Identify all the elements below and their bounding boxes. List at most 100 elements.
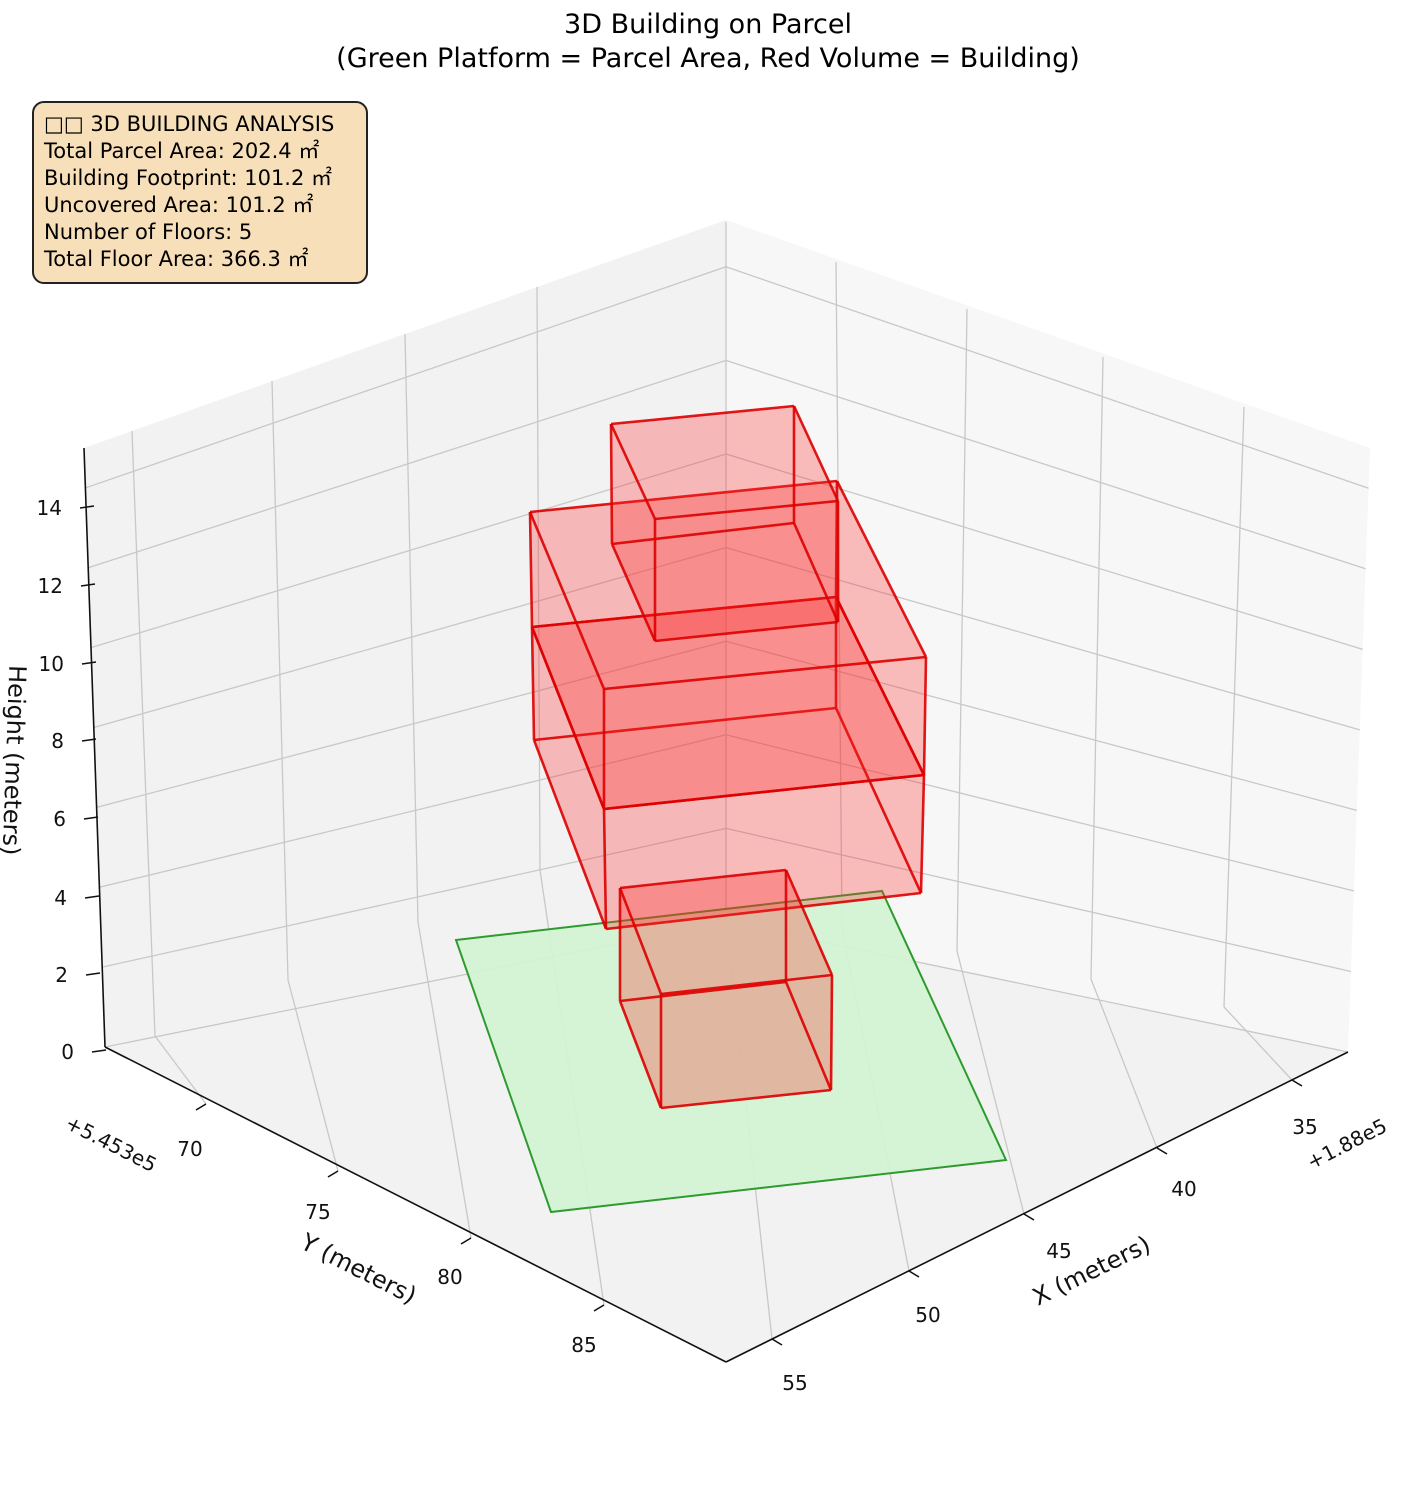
building-block-lower-edge bbox=[530, 626, 536, 741]
x-tick-mark bbox=[1156, 1147, 1168, 1155]
z-tick-mark bbox=[81, 738, 97, 742]
y-offset-label: +5.453e5 bbox=[62, 1111, 161, 1177]
building-block-middle-edge bbox=[531, 595, 837, 629]
building-block-lower-face bbox=[532, 597, 836, 740]
z-tick-label: 2 bbox=[55, 963, 68, 987]
grid-line bbox=[131, 430, 156, 1037]
grid-line bbox=[536, 286, 541, 871]
building-block-middle-edge bbox=[603, 655, 927, 691]
building-block-top-face bbox=[612, 523, 838, 641]
building-block-ground-edge bbox=[829, 974, 834, 1091]
grid-lines bbox=[85, 222, 1369, 1340]
y-tick-mark bbox=[327, 1170, 339, 1178]
building-block-top-edge bbox=[610, 543, 657, 642]
z-axis-title: Height (meters) bbox=[0, 665, 31, 856]
y-tick-mark bbox=[195, 1103, 207, 1111]
building-block-ground-edge bbox=[618, 887, 663, 995]
building-block-lower-edge bbox=[602, 808, 608, 930]
x-tick-label: 50 bbox=[915, 1303, 940, 1327]
building-block-middle-edge bbox=[834, 596, 926, 776]
building-block-ground-edge bbox=[784, 869, 834, 976]
info-heading: □□ 3D BUILDING ANALYSIS bbox=[44, 112, 335, 136]
z-tick-label: 8 bbox=[51, 729, 64, 753]
building-block-lower-face bbox=[532, 627, 606, 929]
building-block-middle-face bbox=[530, 481, 926, 689]
building-block-middle-edge bbox=[530, 626, 606, 810]
building-block-ground-edge bbox=[618, 1000, 663, 1109]
building-block-top-edge bbox=[792, 522, 840, 623]
info-parcel-area: Total Parcel Area: 202.4 ㎡ bbox=[44, 139, 320, 163]
building-block-middle-face bbox=[530, 481, 837, 627]
building-block-ground-edge bbox=[619, 868, 787, 890]
grid-line bbox=[725, 546, 1360, 731]
building-block-middle-face bbox=[604, 657, 926, 809]
grid-line bbox=[96, 640, 727, 809]
building-block-top-edge bbox=[609, 423, 657, 520]
z-axis-line bbox=[83, 447, 106, 1048]
building-block-middle-face bbox=[836, 481, 926, 775]
z-tick-mark bbox=[81, 661, 97, 665]
grid-line bbox=[725, 359, 1366, 570]
tick-layer: 0 2 4 6 8 10 12 14 70 75 80 85 35 40 45 50 55 bbox=[37, 496, 1318, 1395]
z-tick-label: 10 bbox=[39, 652, 64, 676]
grid-line bbox=[102, 827, 727, 968]
grid-line bbox=[93, 546, 727, 729]
building-block-top-edge bbox=[654, 499, 839, 521]
x-tick-mark bbox=[1023, 1213, 1035, 1221]
building-block-lower-face bbox=[604, 775, 924, 929]
building-block-middle-edge bbox=[528, 511, 606, 690]
building-block-middle-edge bbox=[835, 480, 928, 658]
building-block-ground-face bbox=[661, 975, 832, 1108]
parcel-layer bbox=[454, 889, 1008, 1214]
y-tick-label: 80 bbox=[437, 1265, 462, 1289]
building-layer bbox=[528, 404, 928, 1110]
building-block-top-edge bbox=[610, 404, 795, 426]
building-block-lower-edge bbox=[533, 706, 837, 742]
building-block-lower-face bbox=[836, 597, 924, 893]
z-tick-mark bbox=[85, 972, 101, 976]
building-block-lower-edge bbox=[834, 707, 923, 894]
building-block-top-face bbox=[611, 424, 655, 641]
grid-line bbox=[1090, 978, 1158, 1149]
building-block-top-face bbox=[655, 501, 838, 641]
grid-line bbox=[417, 921, 472, 1239]
grid-line bbox=[725, 734, 1355, 892]
grid-line bbox=[1090, 356, 1104, 980]
building-block-top-face bbox=[794, 406, 838, 622]
x-tick-mark bbox=[1291, 1079, 1303, 1087]
x-tick-mark bbox=[908, 1270, 920, 1278]
z-tick-mark bbox=[80, 583, 96, 587]
z-tick-label: 6 bbox=[53, 807, 66, 831]
info-building-footprint: Building Footprint: 101.2 ㎡ bbox=[44, 166, 333, 190]
z-tick-mark bbox=[91, 1049, 107, 1053]
building-block-middle-edge bbox=[922, 656, 928, 776]
z-tick-label: 12 bbox=[38, 574, 63, 598]
info-uncovered-area: Uncovered Area: 101.2 ㎡ bbox=[44, 193, 314, 217]
z-tick-mark bbox=[84, 895, 100, 899]
building-block-ground-face bbox=[620, 870, 832, 994]
grid-line bbox=[85, 266, 727, 489]
z-tick-mark bbox=[79, 505, 95, 509]
building-block-lower-face bbox=[534, 708, 921, 929]
building-block-ground-edge bbox=[619, 980, 787, 1003]
building-block-middle-edge bbox=[529, 479, 838, 514]
building-block-top-edge bbox=[611, 521, 795, 546]
grid-line bbox=[725, 266, 1369, 489]
building-block-middle-edge bbox=[603, 773, 925, 811]
grid-line bbox=[725, 827, 1352, 973]
x-tick-label: 35 bbox=[1292, 1115, 1317, 1139]
grid-line bbox=[154, 1035, 207, 1105]
building-block-lower-edge bbox=[919, 774, 926, 894]
chart-title-block: 3D Building on Parcel (Green Platform = … bbox=[0, 8, 1416, 76]
grid-line bbox=[99, 734, 727, 888]
grid-line bbox=[725, 640, 1357, 812]
building-block-middle-edge bbox=[528, 511, 534, 628]
y-axis-title: Y (meters) bbox=[295, 1227, 421, 1309]
x-tick-label: 55 bbox=[782, 1371, 807, 1395]
building-block-ground-edge bbox=[660, 973, 833, 996]
grid-line bbox=[404, 333, 419, 923]
building-block-ground-face bbox=[786, 870, 832, 1090]
left-pane bbox=[84, 220, 726, 1047]
chart-subtitle: (Green Platform = Parcel Area, Red Volum… bbox=[336, 43, 1080, 74]
building-block-lower-edge bbox=[605, 891, 922, 931]
